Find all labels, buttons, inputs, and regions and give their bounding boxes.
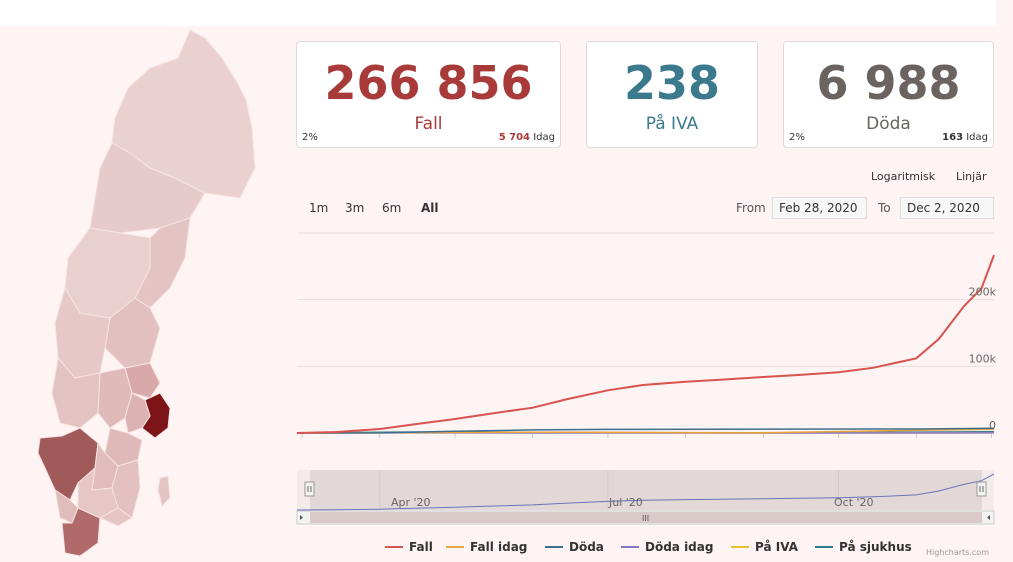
legend-item-fall-idag[interactable]: Fall idag (446, 540, 527, 554)
region-varmland[interactable] (51, 356, 101, 429)
range-6m-button[interactable]: 6m (382, 201, 402, 215)
legend-swatch-fall (385, 546, 403, 548)
sweden-map (37, 29, 256, 557)
scrollbar[interactable]: III (296, 510, 995, 525)
legend-swatch-pa-sjukhus (815, 546, 833, 548)
range-1m-button[interactable]: 1m (309, 201, 329, 215)
series-line-doda[interactable] (296, 427, 995, 434)
chart-y-labels: 0 100k 200k (969, 286, 997, 432)
y-tick-label: 100k (969, 352, 997, 365)
y-tick-label: 0 (989, 419, 996, 432)
legend-label-doda: Döda (569, 540, 604, 554)
scrollbar-thumb[interactable] (310, 512, 982, 523)
range-all-button[interactable]: All (421, 201, 439, 215)
navigator-handle-right[interactable] (976, 481, 987, 497)
icu-total: 238 (623, 56, 721, 110)
deaths-today: 163 Idag (942, 132, 988, 143)
cases-label: Fall (414, 114, 443, 134)
legend-swatch-doda-idag (621, 546, 639, 548)
legend-swatch-doda (545, 546, 563, 548)
to-date-input[interactable]: Dec 2, 2020 (900, 197, 994, 219)
chart-grid (297, 232, 994, 434)
legend-label-pa-sjukhus: På sjukhus (839, 540, 912, 554)
card-icu: 238 På IVA (586, 41, 758, 148)
deaths-today-value: 163 (942, 132, 964, 143)
legend-item-pa-iva[interactable]: På IVA (731, 540, 798, 554)
linear-scale-button[interactable]: Linjär (956, 170, 987, 183)
legend-label-pa-iva: På IVA (755, 540, 798, 554)
series-line-fall-idag[interactable] (296, 428, 995, 434)
deaths-today-suffix: Idag (966, 132, 988, 143)
region-gavleborg[interactable] (104, 297, 161, 369)
icu-label: På IVA (645, 114, 699, 134)
range-3m-button[interactable]: 3m (345, 201, 365, 215)
legend-item-doda-idag[interactable]: Döda idag (621, 540, 713, 554)
cases-pct: 2% (302, 132, 318, 143)
legend-swatch-fall-idag (446, 546, 464, 548)
region-blekinge[interactable] (98, 507, 133, 527)
from-date-input[interactable]: Feb 28, 2020 (772, 197, 867, 219)
cases-today: 5 704 Idag (499, 132, 555, 143)
highcharts-credit[interactable]: Highcharts.com (926, 548, 989, 557)
navigator[interactable]: Apr '20 Jul '20 Oct '20 (296, 470, 995, 511)
scrollbar-grip: III (642, 514, 649, 523)
navigator-label-apr: Apr '20 (391, 496, 431, 509)
card-deaths: 6 988 Döda 2% 163 Idag (783, 41, 994, 148)
chart-series (296, 254, 995, 434)
map-regions (37, 29, 256, 557)
legend-swatch-pa-iva (731, 546, 749, 548)
navigator-mask[interactable] (310, 470, 982, 510)
legend-label-fall: Fall (409, 540, 433, 554)
region-skane[interactable] (61, 507, 101, 557)
legend-label-fall-idag: Fall idag (470, 540, 528, 554)
scrollbar-right-arrow-icon[interactable] (987, 515, 990, 520)
legend-item-fall[interactable]: Fall (385, 540, 433, 554)
card-cases: 266 856 Fall 2% 5 704 Idag (296, 41, 561, 148)
navigator-line (296, 473, 995, 511)
region-vasternorrland[interactable] (134, 217, 191, 309)
navigator-handle-left[interactable] (304, 481, 315, 497)
cases-total: 266 856 (324, 56, 533, 110)
region-gotland[interactable] (157, 475, 171, 507)
series-line-fall[interactable] (296, 254, 995, 434)
deaths-pct: 2% (789, 132, 805, 143)
y-tick-label: 200k (969, 286, 997, 299)
cases-today-value: 5 704 (498, 132, 531, 143)
to-label: To (878, 201, 891, 215)
legend-label-doda-idag: Döda idag (645, 540, 714, 554)
cases-today-suffix: Idag (533, 132, 555, 143)
from-label: From (736, 201, 766, 215)
navigator-label-jul: Jul '20 (608, 496, 643, 509)
log-scale-button[interactable]: Logaritmisk (871, 170, 936, 183)
scrollbar-left-arrow-icon[interactable] (300, 515, 303, 520)
legend-item-doda[interactable]: Döda (545, 540, 604, 554)
deaths-total: 6 988 (816, 56, 961, 110)
top-bar (0, 0, 996, 26)
deaths-label: Döda (866, 114, 911, 134)
navigator-label-oct: Oct '20 (834, 496, 874, 509)
navigator-grid (379, 470, 840, 510)
legend-item-pa-sjukhus[interactable]: På sjukhus (815, 540, 912, 554)
